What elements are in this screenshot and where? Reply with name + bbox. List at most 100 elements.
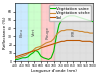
Végétation sèche xyxy=(69,29,70,30)
Sol xyxy=(66,40,67,41)
Sol xyxy=(43,47,44,48)
Végétation saine xyxy=(56,36,57,37)
Végétation saine xyxy=(51,57,52,58)
Bar xyxy=(41,3,54,61)
Text: Bleu: Bleu xyxy=(19,28,23,37)
Sol xyxy=(64,41,65,42)
Végétation sèche xyxy=(64,30,65,31)
Sol xyxy=(27,52,28,53)
Végétation saine xyxy=(30,54,31,55)
Végétation sèche xyxy=(66,29,67,30)
Sol xyxy=(61,41,62,42)
Végétation sèche xyxy=(43,44,44,45)
Végétation sèche xyxy=(76,30,78,31)
Végétation saine xyxy=(71,15,72,16)
Végétation saine xyxy=(45,58,47,59)
Végétation saine xyxy=(17,59,18,60)
Sol xyxy=(84,41,85,42)
Végétation sèche xyxy=(87,32,88,33)
Végétation sèche xyxy=(22,56,23,57)
Sol xyxy=(40,47,41,48)
Line: Végétation sèche: Végétation sèche xyxy=(15,30,93,59)
Sol xyxy=(38,49,39,50)
Line: Sol: Sol xyxy=(15,41,93,57)
Végétation sèche xyxy=(74,30,75,31)
Végétation saine xyxy=(48,59,49,60)
Végétation sèche xyxy=(40,46,41,47)
Végétation saine xyxy=(89,20,91,21)
Sol xyxy=(74,40,75,41)
Text: Rouge: Rouge xyxy=(45,26,49,39)
Y-axis label: Réflectance (%): Réflectance (%) xyxy=(4,16,8,48)
Sol xyxy=(89,41,91,42)
Sol xyxy=(58,42,60,43)
Végétation saine xyxy=(25,57,26,58)
X-axis label: Longueur d'onde (nm): Longueur d'onde (nm) xyxy=(31,69,77,73)
Sol xyxy=(35,50,36,51)
Sol xyxy=(22,54,23,55)
Végétation saine xyxy=(82,18,83,19)
Végétation sèche xyxy=(51,41,52,42)
Sol xyxy=(82,41,83,42)
Bar xyxy=(15,3,28,61)
Sol xyxy=(87,41,88,42)
Végétation saine xyxy=(87,19,88,20)
Végétation saine xyxy=(92,21,93,22)
Végétation sèche xyxy=(79,31,80,32)
Végétation sèche xyxy=(56,34,57,35)
Sol xyxy=(56,42,57,43)
Végétation saine xyxy=(76,16,78,17)
Végétation saine xyxy=(69,15,70,16)
Sol xyxy=(79,40,80,41)
Legend: Végétation saine, Végétation sèche, Sol: Végétation saine, Végétation sèche, Sol xyxy=(49,5,91,21)
Végétation sèche xyxy=(25,55,26,56)
Végétation saine xyxy=(53,51,54,52)
Végétation saine xyxy=(64,18,65,19)
Sol xyxy=(92,42,93,43)
Végétation sèche xyxy=(58,32,60,33)
Végétation sèche xyxy=(71,29,72,30)
Sol xyxy=(32,51,34,52)
Végétation sèche xyxy=(27,53,28,54)
Végétation sèche xyxy=(61,30,62,31)
Végétation saine xyxy=(74,15,75,16)
Végétation sèche xyxy=(82,31,83,32)
Végétation saine xyxy=(43,57,44,58)
Végétation sèche xyxy=(20,56,21,57)
Sol xyxy=(76,40,78,41)
Végétation saine xyxy=(66,16,67,17)
Sol xyxy=(20,55,21,56)
Line: Végétation saine: Végétation saine xyxy=(15,16,93,59)
Végétation saine xyxy=(35,50,36,51)
Végétation sèche xyxy=(17,57,18,58)
Végétation sèche xyxy=(48,42,49,43)
Végétation saine xyxy=(40,56,41,57)
Végétation sèche xyxy=(14,58,16,59)
Végétation saine xyxy=(14,59,16,60)
Végétation saine xyxy=(79,17,80,18)
Sol xyxy=(48,45,49,46)
Sol xyxy=(71,40,72,41)
Sol xyxy=(17,56,18,57)
Sol xyxy=(69,40,70,41)
Végétation sèche xyxy=(53,38,54,39)
Text: PIR: PIR xyxy=(71,29,75,35)
Végétation saine xyxy=(22,57,23,58)
Sol xyxy=(14,56,16,57)
Végétation saine xyxy=(32,52,34,53)
Text: Vert: Vert xyxy=(32,28,36,36)
Végétation sèche xyxy=(35,47,36,48)
Végétation sèche xyxy=(38,47,39,48)
Végétation sèche xyxy=(32,50,34,51)
Végétation saine xyxy=(84,19,85,20)
Sol xyxy=(51,44,52,45)
Sol xyxy=(45,46,47,47)
Végétation sèche xyxy=(45,42,47,43)
Végétation saine xyxy=(58,24,60,25)
Végétation saine xyxy=(27,56,28,57)
Sol xyxy=(53,43,54,44)
Végétation sèche xyxy=(89,33,91,34)
Bar xyxy=(28,3,41,61)
Végétation saine xyxy=(20,58,21,59)
Bar xyxy=(54,3,93,61)
